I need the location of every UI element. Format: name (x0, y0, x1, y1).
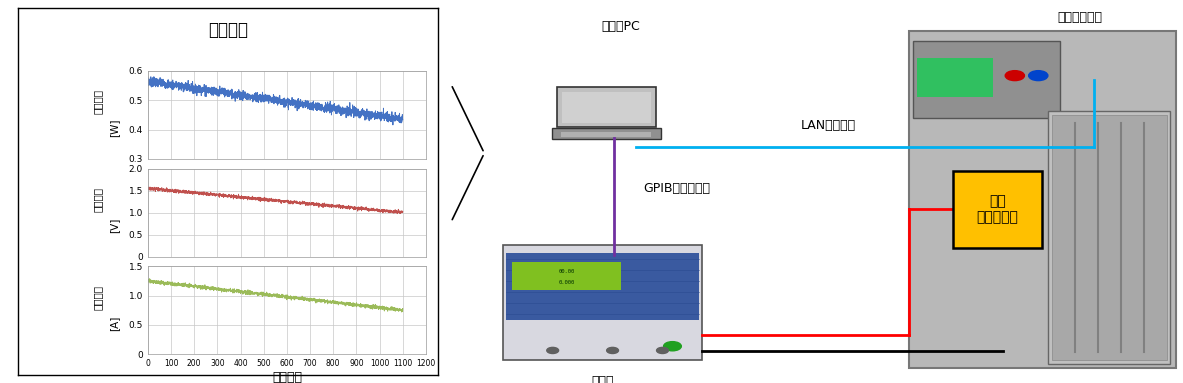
Text: 熱電
モジュール: 熱電 モジュール (976, 194, 1019, 224)
Text: 0.000: 0.000 (558, 280, 575, 285)
Bar (511, 262, 621, 290)
Bar (910, 31, 1176, 368)
Text: 加熱試験装置: 加熱試験装置 (1056, 11, 1103, 25)
Text: 開放電圧: 開放電圧 (92, 187, 103, 212)
Text: LANケーブル: LANケーブル (801, 119, 855, 132)
Text: GPIBモジュール: GPIBモジュール (644, 182, 710, 195)
Text: 計測結果: 計測結果 (208, 21, 247, 39)
Text: 短絡電流: 短絡電流 (92, 285, 103, 309)
Text: [A]: [A] (110, 316, 119, 331)
Circle shape (1029, 70, 1048, 80)
Bar (1052, 115, 1166, 360)
Bar (503, 245, 703, 360)
Circle shape (664, 342, 681, 351)
Bar (917, 58, 993, 97)
Circle shape (657, 347, 668, 354)
Bar (1048, 111, 1170, 364)
Bar (562, 92, 651, 123)
Text: 計測器: 計測器 (592, 375, 614, 383)
FancyBboxPatch shape (952, 171, 1042, 248)
Bar (562, 132, 651, 137)
Bar (913, 41, 1060, 118)
Circle shape (1006, 70, 1024, 80)
FancyBboxPatch shape (552, 128, 660, 139)
Bar (506, 253, 699, 320)
FancyBboxPatch shape (557, 87, 655, 127)
Text: 最大電力: 最大電力 (92, 89, 103, 114)
Text: 制御用PC: 制御用PC (602, 20, 640, 33)
Circle shape (547, 347, 558, 354)
Circle shape (607, 347, 619, 354)
Text: 00.00: 00.00 (558, 269, 575, 274)
Text: [W]: [W] (110, 119, 119, 137)
X-axis label: 測定回数: 測定回数 (272, 371, 302, 383)
Text: [V]: [V] (110, 218, 119, 234)
